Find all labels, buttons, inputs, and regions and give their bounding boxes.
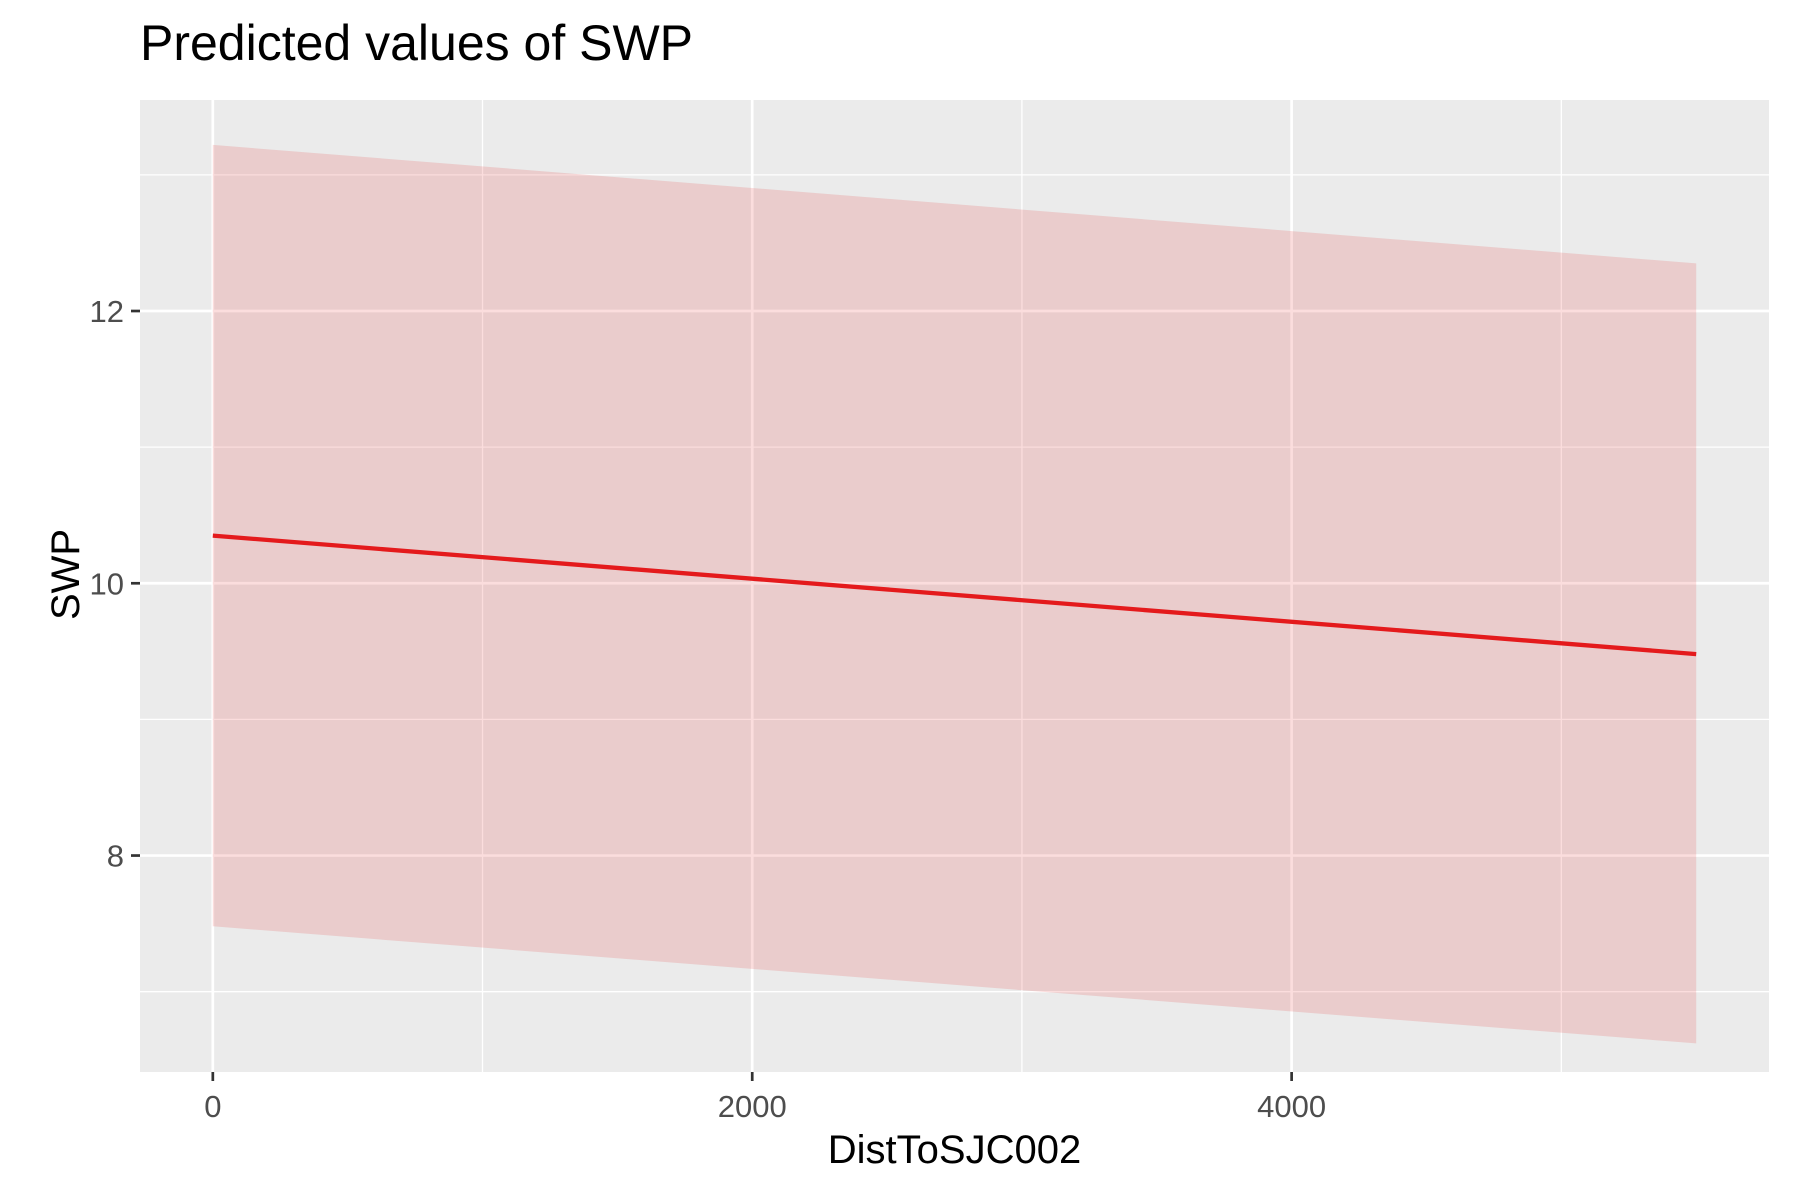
chart-title: Predicted values of SWP xyxy=(140,15,694,71)
plot-panel xyxy=(140,100,1769,1072)
y-tick-label: 10 xyxy=(90,566,124,601)
x-axis-label: DistToSJC002 xyxy=(827,1128,1082,1172)
major-gridlines xyxy=(140,100,1769,1072)
x-tick-label: 0 xyxy=(204,1089,221,1124)
y-axis-label: SWP xyxy=(44,528,88,620)
prediction-line-layer xyxy=(212,533,1697,657)
prediction-line xyxy=(212,533,1697,657)
minor-gridlines xyxy=(140,100,1769,1072)
x-tick-label: 4000 xyxy=(1257,1089,1326,1124)
y-tick-label: 8 xyxy=(107,839,124,874)
axis-ticks-layer: 0 2000 4000 8 10 12 xyxy=(90,294,1327,1124)
y-tick-label: 12 xyxy=(90,294,124,329)
x-tick-label: 2000 xyxy=(718,1089,787,1124)
